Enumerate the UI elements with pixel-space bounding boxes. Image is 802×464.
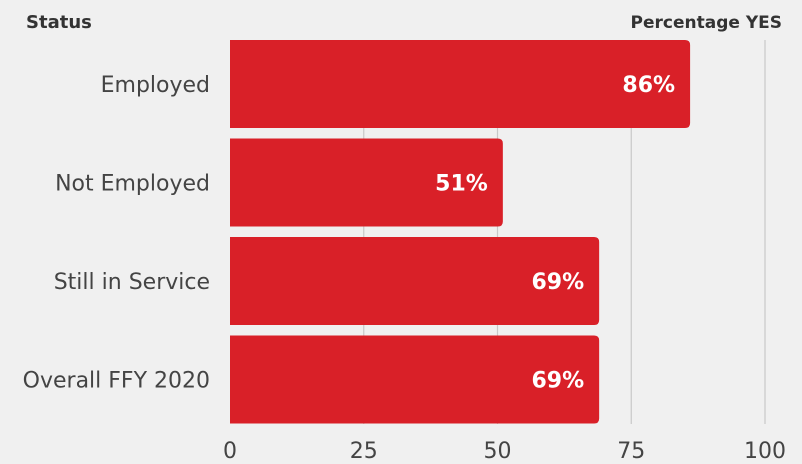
category-label-0: Employed (101, 73, 210, 98)
x-tick-label-50: 50 (484, 439, 512, 464)
bar-3 (230, 335, 600, 424)
bar-0 (230, 40, 691, 128)
category-header: Status (26, 12, 92, 33)
x-tick-label-75: 75 (617, 439, 645, 464)
value-label-2: 69% (531, 270, 584, 295)
x-tick-label-0: 0 (223, 439, 237, 464)
category-label-3: Overall FFY 2020 (23, 369, 210, 394)
x-tick-label-100: 100 (744, 439, 786, 464)
bar-2 (230, 237, 600, 325)
bars: 86% 51% 69% 69% (230, 40, 691, 424)
value-label-3: 69% (531, 369, 584, 394)
category-label-1: Not Employed (55, 172, 210, 197)
bar-1 (230, 138, 503, 227)
value-header: Percentage YES (631, 13, 782, 33)
category-labels: Employed Not Employed Still in Service Over… (23, 73, 210, 394)
value-label-1: 51% (435, 172, 488, 197)
value-label-0: 86% (622, 73, 675, 98)
x-tick-label-25: 25 (350, 439, 378, 464)
x-axis-ticks: 0 25 50 75 100 (223, 439, 786, 464)
category-label-2: Still in Service (54, 270, 210, 295)
